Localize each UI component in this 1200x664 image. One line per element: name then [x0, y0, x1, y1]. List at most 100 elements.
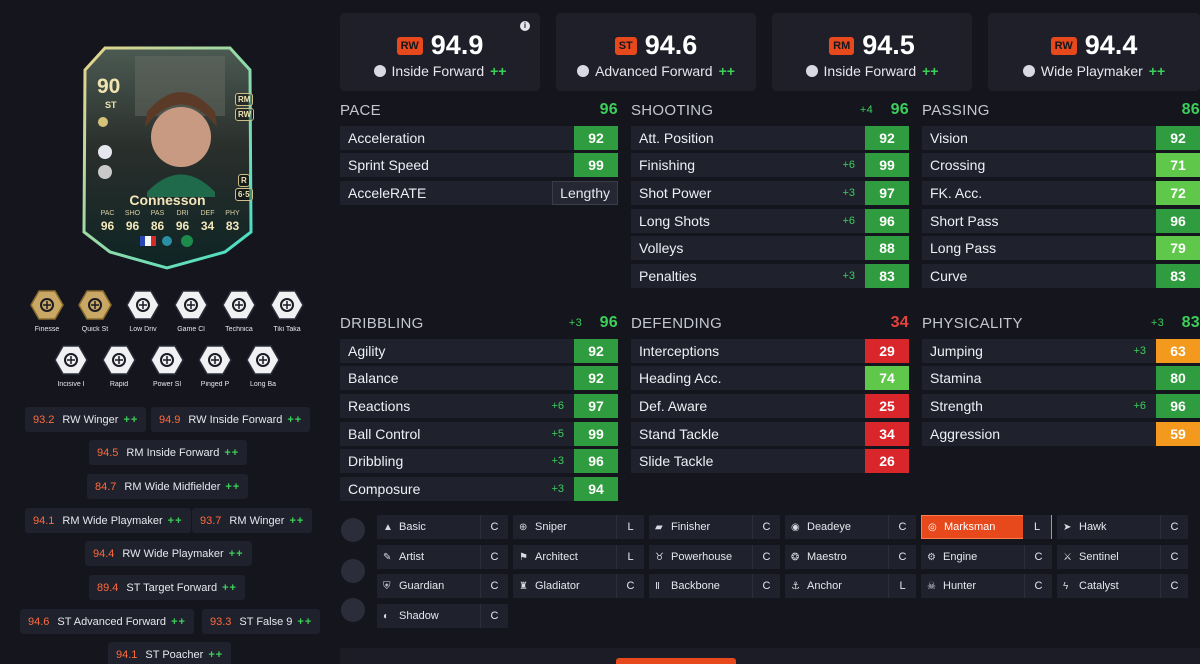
chem-style-engine[interactable]: ⚙ Engine C: [921, 545, 1052, 569]
chem-style-deadeye[interactable]: ◉ Deadeye C: [785, 515, 916, 539]
playstyle-item[interactable]: Incisive I: [51, 345, 91, 388]
stat-row[interactable]: Composure +3 94: [340, 477, 618, 502]
stat-row[interactable]: Dribbling +3 96: [340, 449, 618, 474]
stat-row[interactable]: AcceleRATE Lengthy: [340, 181, 618, 206]
alt-position-rm: RM: [235, 93, 254, 106]
stat-row[interactable]: Vision 92: [922, 125, 1200, 150]
stat-row[interactable]: Interceptions 29: [631, 338, 909, 363]
stat-row[interactable]: Agility 92: [340, 338, 618, 363]
top-role-rating-row: RM 94.5: [772, 30, 972, 61]
info-icon[interactable]: i: [520, 21, 530, 31]
playstyle-item[interactable]: Rapid: [99, 345, 139, 388]
role-rating-pill[interactable]: 94.1 ST Poacher ++: [108, 642, 232, 664]
stat-row[interactable]: Aggression 59: [922, 421, 1200, 446]
role-rating-pill[interactable]: 89.4 ST Target Forward ++: [89, 575, 245, 600]
role-plus: ++: [208, 648, 224, 661]
stat-row[interactable]: FK. Acc. 72: [922, 181, 1200, 206]
stat-name: Crossing: [930, 157, 986, 174]
stat-row[interactable]: Slide Tackle 26: [631, 449, 909, 474]
stat-row[interactable]: Heading Acc. 74: [631, 366, 909, 391]
stat-row[interactable]: Acceleration 92: [340, 125, 618, 150]
top-role-card[interactable]: RW 94.4 Wide Playmaker ++: [988, 13, 1200, 91]
role-rating-pill[interactable]: 84.7 RM Wide Midfielder ++: [87, 474, 249, 499]
role-plus: ++: [224, 446, 240, 459]
stat-row[interactable]: Long Pass 79: [922, 236, 1200, 261]
stat-row[interactable]: Strength +6 96: [922, 394, 1200, 419]
chem-style-maestro[interactable]: ❂ Maestro C: [785, 545, 916, 569]
stat-boost: +3: [551, 455, 564, 468]
playstyle-item[interactable]: Quick St: [75, 290, 115, 333]
stat-name: FK. Acc.: [930, 185, 983, 202]
chem-style-architect[interactable]: ⚑ Architect L: [513, 545, 644, 569]
stat-name: Heading Acc.: [639, 370, 722, 387]
role-rating-label: RM Winger: [229, 514, 285, 527]
group-header: PACE 96: [340, 98, 618, 122]
playstyle-item[interactable]: Power Sl: [147, 345, 187, 388]
top-role-card[interactable]: RW 94.9 Inside Forward ++ i: [340, 13, 540, 91]
stat-row[interactable]: Finishing +6 99: [631, 153, 909, 178]
playstyle-item[interactable]: Low Driv: [123, 290, 163, 333]
attribute-group-defending: DEFENDING 34 Interceptions 29 Heading Acc. 74…: [631, 311, 909, 474]
chem-style-guardian[interactable]: ⛨ Guardian C: [377, 574, 508, 598]
playstyle-item[interactable]: Pinged P: [195, 345, 235, 388]
stat-row[interactable]: Stamina 80: [922, 366, 1200, 391]
chem-style-artist[interactable]: ✎ Artist C: [377, 545, 508, 569]
stat-row[interactable]: Stand Tackle 34: [631, 421, 909, 446]
stat-row[interactable]: Att. Position 92: [631, 125, 909, 150]
chem-style-sniper[interactable]: ⊕ Sniper L: [513, 515, 644, 539]
chem-style-gladiator[interactable]: ♜ Gladiator C: [513, 574, 644, 598]
bottom-action-button[interactable]: [616, 658, 736, 664]
playstyle-item[interactable]: Long Ba: [243, 345, 283, 388]
stat-row[interactable]: Jumping +3 63: [922, 338, 1200, 363]
crosshair-icon: ⊕: [519, 521, 528, 533]
stat-row[interactable]: Curve 83: [922, 264, 1200, 289]
stat-row[interactable]: Sprint Speed 99: [340, 153, 618, 178]
role-rating-pill[interactable]: 94.5 RM Inside Forward ++: [89, 440, 248, 465]
top-role-card[interactable]: RM 94.5 Inside Forward ++: [772, 13, 972, 91]
chem-style-backbone[interactable]: Ⅱ Backbone C: [649, 574, 780, 598]
role-rating-pill[interactable]: 94.9 RW Inside Forward ++: [151, 407, 311, 432]
stat-row[interactable]: Def. Aware 25: [631, 394, 909, 419]
chem-style-category-icon[interactable]: [341, 559, 365, 583]
chem-style-finisher[interactable]: ▰ Finisher C: [649, 515, 780, 539]
chem-style-hunter[interactable]: ☠ Hunter C: [921, 574, 1052, 598]
chem-style-category-icon[interactable]: [341, 598, 365, 622]
stat-row[interactable]: Balance 92: [340, 366, 618, 391]
role-rating-pill[interactable]: 93.2 RW Winger ++: [25, 407, 147, 432]
chem-style-sentinel[interactable]: ⚔ Sentinel C: [1057, 545, 1188, 569]
role-rating-pill[interactable]: 94.6 ST Advanced Forward ++: [20, 609, 194, 634]
stat-row[interactable]: Short Pass 96: [922, 208, 1200, 233]
role-rating-pill[interactable]: 93.3 ST False 9 ++: [202, 609, 321, 634]
stat-row[interactable]: Penalties +3 83: [631, 264, 909, 289]
chem-style-basic[interactable]: ▲ Basic C: [377, 515, 508, 539]
stat-row[interactable]: Long Shots +6 96: [631, 208, 909, 233]
playstyle-item[interactable]: Finesse: [27, 290, 67, 333]
role-rating-pill[interactable]: 94.4 RW Wide Playmaker ++: [85, 541, 252, 566]
chem-style-catalyst[interactable]: ϟ Catalyst C: [1057, 574, 1188, 598]
player-card[interactable]: 90 ST RM RW R 6·5 Connesson PAC SHO PAS …: [75, 42, 260, 270]
stat-value: 99: [574, 153, 618, 178]
playstyle-item[interactable]: Technica: [219, 290, 259, 333]
role-rating-value: 94.9: [159, 413, 181, 426]
chem-style-category-icon[interactable]: [341, 518, 365, 542]
chem-style-anchor[interactable]: ⚓ Anchor L: [785, 574, 916, 598]
stat-row[interactable]: Shot Power +3 97: [631, 181, 909, 206]
stat-row[interactable]: Crossing 71: [922, 153, 1200, 178]
chem-style-marksman[interactable]: ◎ Marksman L: [921, 515, 1052, 539]
stat-boost: +6: [551, 400, 564, 413]
playstyle-item[interactable]: Tiki Taka: [267, 290, 307, 333]
chem-style-shadow[interactable]: ◐ Shadow C: [377, 604, 508, 628]
alt-position-rw: RW: [235, 108, 255, 121]
stat-row[interactable]: Ball Control +5 99: [340, 421, 618, 446]
stat-value: 99: [574, 421, 618, 446]
chem-style-hawk[interactable]: ➤ Hawk C: [1057, 515, 1188, 539]
role-rating-pill[interactable]: 93.7 RM Winger ++: [192, 508, 313, 533]
player-name: Connesson: [129, 192, 206, 208]
chem-style-powerhouse[interactable]: ♉ Powerhouse C: [649, 545, 780, 569]
top-role-card[interactable]: ST 94.6 Advanced Forward ++: [556, 13, 756, 91]
stat-row[interactable]: Volleys 88: [631, 236, 909, 261]
role-rating-pill[interactable]: 94.1 RM Wide Playmaker ++: [25, 508, 191, 533]
group-name: PASSING: [922, 101, 990, 119]
playstyle-item[interactable]: Game Cl: [171, 290, 211, 333]
stat-row[interactable]: Reactions +6 97: [340, 394, 618, 419]
